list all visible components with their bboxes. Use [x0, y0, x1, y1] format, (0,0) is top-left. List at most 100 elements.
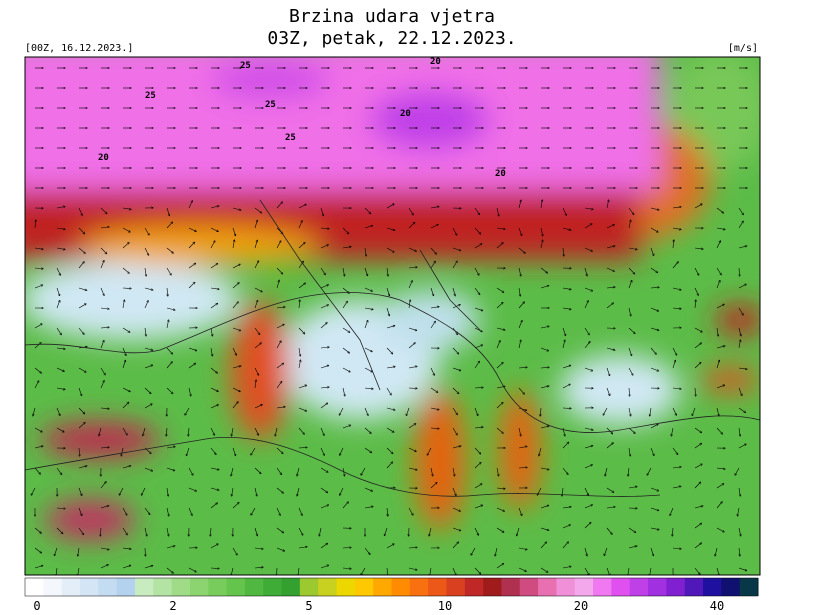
wind-arrow: [100, 341, 104, 349]
wind-arrow: [518, 287, 520, 296]
wind-arrow: [694, 543, 701, 549]
wind-arrow: [342, 227, 349, 234]
wind-arrow: [518, 547, 527, 550]
wind-arrow: [386, 204, 394, 209]
wind-arrow: [408, 507, 413, 515]
wind-arrow: [78, 507, 82, 515]
wind-arrow: [342, 327, 350, 332]
wind-arrow: [210, 327, 212, 336]
wind-arrow: [606, 487, 614, 492]
wind-arrow: [56, 508, 65, 509]
wind-arrow: [232, 487, 234, 496]
wind-arrow: [452, 446, 461, 449]
wind-arrow: [185, 407, 190, 415]
wind-arrow: [738, 507, 740, 516]
wind-arrow: [33, 407, 36, 416]
wind-arrow: [584, 505, 592, 509]
colorbar-swatch: [98, 578, 118, 596]
wind-arrow: [276, 341, 281, 349]
wind-arrow: [430, 247, 436, 254]
wind-arrow: [715, 547, 718, 556]
wind-arrow: [496, 403, 503, 409]
wind-arrow: [474, 361, 479, 369]
colorbar-swatch: [703, 578, 722, 596]
wind-arrow: [145, 267, 146, 276]
wind-arrow: [650, 287, 659, 288]
wind-field: 25 25 25 25 20 20 20 20: [25, 57, 760, 575]
wind-arrow: [365, 247, 366, 256]
wind-arrow: [254, 240, 257, 249]
wind-arrow: [474, 244, 482, 249]
wind-arrow: [100, 247, 107, 254]
wind-arrow: [122, 288, 131, 289]
wind-arrow: [79, 447, 80, 456]
wind-arrow: [78, 387, 82, 396]
wind-arrow: [34, 446, 43, 449]
wind-arrow: [56, 247, 65, 249]
wind-arrow: [606, 567, 610, 575]
colorbar-swatch: [684, 578, 704, 596]
wind-arrow: [100, 261, 104, 269]
wind-arrow: [738, 527, 741, 536]
wind-arrow: [34, 343, 41, 349]
colorbar-swatch: [263, 578, 283, 596]
wind-arrow: [716, 207, 723, 213]
wind-arrow: [320, 487, 328, 493]
wind-arrow: [540, 567, 548, 572]
wind-arrow: [320, 565, 329, 569]
wind-arrow: [738, 387, 742, 395]
wind-arrow: [254, 487, 257, 496]
wind-arrow: [738, 567, 747, 571]
wind-arrow: [298, 427, 304, 434]
wind-arrow: [628, 220, 631, 229]
wind-arrow: [298, 547, 307, 549]
wind-arrow: [408, 267, 417, 268]
colorbar-swatch: [593, 578, 612, 596]
wind-arrow: [188, 201, 192, 209]
wind-arrow: [122, 267, 129, 273]
wind-arrow: [144, 527, 147, 536]
wind-arrow: [496, 227, 505, 229]
wind-arrow: [342, 367, 350, 372]
wind-arrow: [56, 227, 65, 229]
wind-arrow: [320, 447, 324, 455]
wind-arrow: [672, 407, 676, 415]
wind-arrow: [716, 227, 725, 229]
wind-arrow: [386, 347, 393, 354]
wind-arrow: [210, 405, 218, 409]
wind-arrow: [518, 387, 524, 394]
wind-arrow: [474, 484, 482, 489]
wind-arrow: [584, 207, 593, 209]
wind-arrow: [716, 385, 724, 389]
wind-arrow: [34, 427, 42, 432]
wind-arrow: [56, 207, 65, 209]
wind-arrow: [584, 287, 592, 291]
wind-arrow: [78, 547, 80, 556]
wind-arrow: [650, 367, 658, 371]
wind-arrow: [496, 207, 499, 216]
wind-arrow: [340, 447, 344, 455]
contour-label: 20: [495, 169, 506, 179]
wind-arrow: [210, 347, 212, 356]
wind-arrow: [694, 567, 700, 574]
wind-arrow: [386, 247, 394, 252]
wind-arrow: [650, 327, 659, 330]
wind-arrow: [232, 387, 240, 392]
wind-arrow: [584, 465, 592, 469]
wind-arrow: [339, 407, 344, 415]
wind-arrow: [518, 247, 525, 253]
wind-arrow: [738, 427, 740, 436]
wind-arrow: [738, 221, 743, 229]
wind-arrow: [408, 567, 417, 570]
wind-arrows: [31, 68, 747, 575]
wind-arrow: [166, 347, 172, 354]
wind-arrow: [452, 387, 459, 394]
wind-arrow: [694, 327, 702, 332]
wind-arrow: [518, 407, 527, 410]
wind-arrow: [34, 268, 43, 269]
wind-arrow: [298, 360, 300, 369]
wind-arrow: [606, 427, 613, 434]
wind-arrow: [320, 543, 328, 549]
wind-arrow: [650, 247, 654, 256]
wind-arrow: [298, 243, 305, 249]
